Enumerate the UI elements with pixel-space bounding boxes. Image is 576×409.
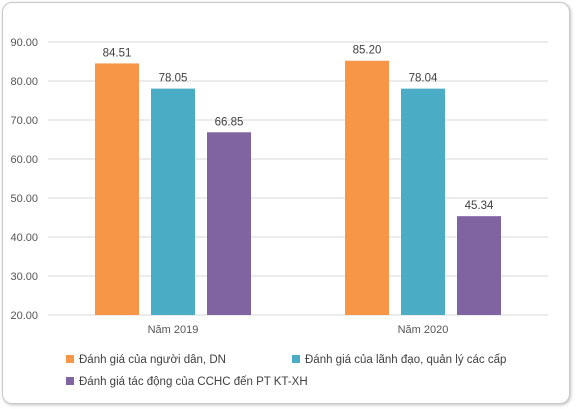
- y-tick-label: 50.00: [10, 193, 38, 205]
- y-tick-label: 80.00: [10, 76, 38, 88]
- data-label: 66.85: [215, 116, 244, 128]
- bar: [457, 216, 501, 315]
- legend-label: Đánh giá của lãnh đạo, quản lý các cấp: [305, 354, 506, 366]
- legend-swatch: [292, 355, 300, 363]
- data-label: 84.51: [103, 47, 132, 59]
- bar: [95, 63, 139, 316]
- bar: [207, 132, 251, 315]
- data-label: 78.05: [159, 73, 188, 85]
- y-tick-label: 90.00: [10, 37, 38, 49]
- y-tick-label: 30.00: [10, 271, 38, 283]
- x-category-label: Năm 2019: [148, 324, 199, 336]
- y-tick-label: 70.00: [10, 115, 38, 127]
- y-tick-label: 40.00: [10, 232, 38, 244]
- data-label: 78.04: [409, 73, 438, 85]
- y-tick-label: 20.00: [10, 310, 38, 322]
- data-label: 85.20: [353, 45, 382, 57]
- y-tick-label: 60.00: [10, 154, 38, 166]
- bar: [345, 60, 389, 315]
- bar: [401, 88, 445, 315]
- data-label: 45.34: [465, 200, 494, 212]
- legend-swatch: [66, 377, 74, 385]
- x-category-label: Năm 2020: [398, 324, 449, 336]
- legend-swatch: [66, 355, 74, 363]
- legend-label: Đánh giá của người dân, DN: [79, 354, 226, 366]
- legend-label: Đánh giá tác động của CCHC đến PT KT-XH: [79, 376, 308, 388]
- bar: [151, 88, 195, 315]
